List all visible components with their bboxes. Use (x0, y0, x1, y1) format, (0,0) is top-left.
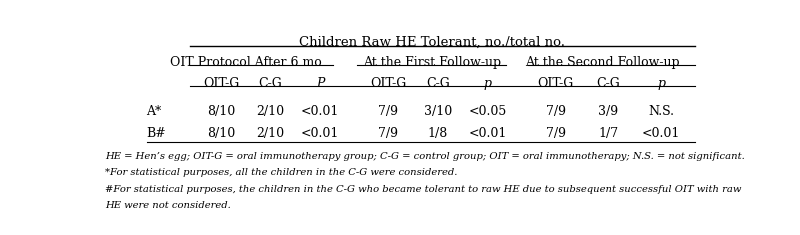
Text: p: p (657, 77, 665, 90)
Text: 7/9: 7/9 (378, 127, 398, 140)
Text: OIT Protocol After 6 mo: OIT Protocol After 6 mo (170, 56, 322, 69)
Text: <0.01: <0.01 (301, 105, 339, 118)
Text: HE were not considered.: HE were not considered. (105, 201, 230, 210)
Text: <0.01: <0.01 (642, 127, 680, 140)
Text: 7/9: 7/9 (378, 105, 398, 118)
Text: #For statistical purposes, the children in the C-G who became tolerant to raw HE: #For statistical purposes, the children … (105, 185, 742, 194)
Text: 7/9: 7/9 (546, 127, 566, 140)
Text: 3/10: 3/10 (424, 105, 452, 118)
Text: P: P (316, 77, 324, 90)
Text: At the First Follow-up: At the First Follow-up (362, 56, 501, 69)
Text: C-G: C-G (426, 77, 450, 90)
Text: N.S.: N.S. (648, 105, 674, 118)
Text: 1/8: 1/8 (428, 127, 448, 140)
Text: <0.05: <0.05 (468, 105, 506, 118)
Text: <0.01: <0.01 (301, 127, 339, 140)
Text: A*: A* (146, 105, 162, 118)
Text: At the Second Follow-up: At the Second Follow-up (525, 56, 679, 69)
Text: 8/10: 8/10 (206, 105, 235, 118)
Text: Children Raw HE Tolerant, no./total no.: Children Raw HE Tolerant, no./total no. (298, 35, 565, 48)
Text: p: p (483, 77, 491, 90)
Text: 3/9: 3/9 (598, 105, 618, 118)
Text: 8/10: 8/10 (206, 127, 235, 140)
Text: 2/10: 2/10 (257, 105, 285, 118)
Text: OIT-G: OIT-G (370, 77, 406, 90)
Text: <0.01: <0.01 (468, 127, 506, 140)
Text: C-G: C-G (597, 77, 620, 90)
Text: B#: B# (146, 127, 166, 140)
Text: *For statistical purposes, all the children in the C-G were considered.: *For statistical purposes, all the child… (105, 168, 458, 177)
Text: 2/10: 2/10 (257, 127, 285, 140)
Text: 7/9: 7/9 (546, 105, 566, 118)
Text: OIT-G: OIT-G (202, 77, 239, 90)
Text: 1/7: 1/7 (598, 127, 618, 140)
Text: OIT-G: OIT-G (538, 77, 574, 90)
Text: C-G: C-G (258, 77, 282, 90)
Text: HE = Hen’s egg; OIT-G = oral immunotherapy group; C-G = control group; OIT = ora: HE = Hen’s egg; OIT-G = oral immunothera… (105, 152, 745, 161)
